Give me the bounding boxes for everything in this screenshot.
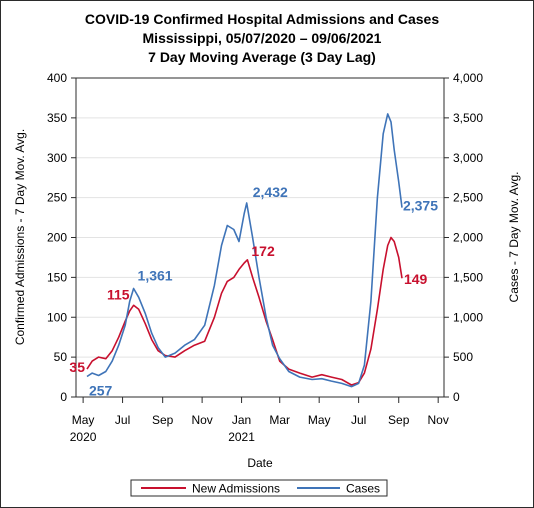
x-tick-label: Sep	[152, 413, 174, 427]
y-right-tick-label: 2,500	[453, 191, 483, 205]
y-left-tick-label: 300	[47, 151, 67, 165]
x-tick-label: Nov	[191, 413, 212, 427]
x-tick-label: May	[72, 413, 95, 427]
y-axis-right: 0 500 1,000 1,500 2,000 2,500 3,000 3,500 4,000	[444, 71, 483, 404]
y-left-tick-label: 400	[47, 71, 67, 85]
y-right-tick-label: 1,500	[453, 270, 483, 284]
data-labels: 35 115 172 149 257 1,361 2,432 2,375	[69, 184, 438, 398]
x-axis: May 2020 Jul Sep Nov Jan 2021 Mar May Jul Sep Nov	[70, 397, 449, 444]
data-label: 2,432	[253, 184, 288, 200]
legend: New Admissions Cases	[130, 479, 388, 497]
x-tick-label: Jul	[115, 413, 130, 427]
x-tick-label: Mar	[269, 413, 290, 427]
data-label: 115	[107, 286, 130, 302]
legend-label-new-admissions: New Admissions	[192, 482, 280, 496]
chart-subtitle-2: 7 Day Moving Average (3 Day Lag)	[148, 49, 376, 65]
y-left-tick-label: 200	[47, 231, 67, 245]
y-left-tick-label: 250	[47, 191, 67, 205]
data-label: 2,375	[403, 198, 438, 214]
x-tick-label: Jul	[351, 413, 366, 427]
x-axis-label: Date	[247, 456, 273, 470]
x-tick-sublabel: 2020	[70, 430, 97, 444]
series-lines	[86, 113, 403, 388]
y-right-tick-label: 3,000	[453, 151, 483, 165]
y-right-tick-label: 500	[453, 350, 473, 364]
chart-subtitle-1: Mississippi, 05/07/2020 – 09/06/2021	[143, 30, 382, 46]
data-label: 149	[404, 271, 428, 287]
data-label: 172	[251, 243, 275, 259]
y-axis-left: 0 50 100 150 200 250 300 350 400	[47, 71, 76, 404]
x-tick-label: May	[308, 413, 331, 427]
y-left-tick-label: 0	[60, 390, 67, 404]
series-line-cases	[86, 113, 403, 388]
y-right-tick-label: 2,000	[453, 231, 483, 245]
data-label: 257	[89, 383, 113, 399]
y-right-tick-label: 4,000	[453, 71, 483, 85]
chart-title: COVID-19 Confirmed Hospital Admissions a…	[85, 11, 439, 27]
data-label: 1,361	[138, 267, 173, 283]
x-tick-label: Sep	[388, 413, 410, 427]
x-tick-sublabel: 2021	[228, 430, 255, 444]
legend-label-cases: Cases	[346, 482, 380, 496]
y-left-tick-label: 350	[47, 111, 67, 125]
y-left-tick-label: 50	[54, 350, 68, 364]
legend-box	[130, 479, 388, 497]
series-line-new-admissions	[86, 236, 403, 386]
data-label: 35	[69, 359, 85, 375]
x-tick-label: Jan	[232, 413, 251, 427]
y-left-tick-label: 100	[47, 310, 67, 324]
y-right-tick-label: 1,000	[453, 310, 483, 324]
y-axis-left-label: Confirmed Admissions - 7 Day Mov. Avg.	[13, 129, 27, 345]
x-tick-label: Nov	[428, 413, 449, 427]
y-right-tick-label: 3,500	[453, 111, 483, 125]
y-left-tick-label: 150	[47, 270, 67, 284]
y-right-tick-label: 0	[453, 390, 460, 404]
y-axis-right-label: Cases - 7 Day Mov. Avg.	[507, 172, 521, 303]
grid-lines	[76, 77, 444, 398]
